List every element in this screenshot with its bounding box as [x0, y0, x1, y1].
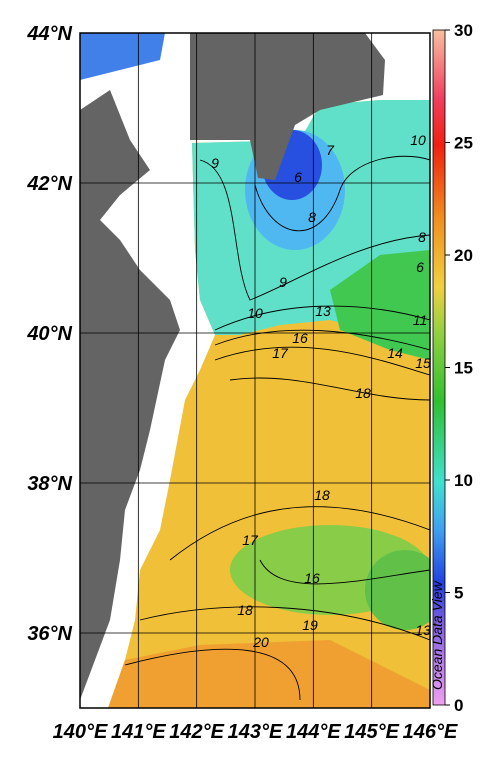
contour-label: 13: [415, 622, 431, 638]
colorbar-label: 25: [454, 134, 473, 153]
contour-label: 8: [308, 209, 316, 225]
contour-label: 8: [418, 229, 426, 245]
colorbar-label: 5: [454, 584, 463, 603]
contour-label: 11: [413, 312, 428, 328]
lat-tick-label: 42°N: [26, 173, 72, 195]
colorbar-label: 10: [454, 471, 473, 490]
lon-tick-label: 140°E: [53, 721, 108, 743]
contour-label: 10: [247, 305, 263, 321]
colorbar-label: 0: [454, 696, 463, 715]
contour-line: [169, 506, 430, 561]
lon-tick-label: 142°E: [169, 721, 224, 743]
contour-label: 17: [272, 345, 289, 361]
contour-label: 17: [242, 532, 259, 548]
contour-label: 16: [304, 570, 320, 586]
contour-label: 9: [211, 155, 219, 171]
contour-line: [214, 346, 430, 376]
colorbar-label: 20: [454, 246, 473, 265]
lon-tick-label: 143°E: [228, 721, 283, 743]
lat-tick-label: 38°N: [27, 473, 72, 495]
watermark: Ocean Data View: [429, 580, 445, 690]
contour-label: 13: [315, 303, 331, 319]
contour-label: 9: [279, 274, 287, 290]
lon-tick-label: 146°E: [403, 721, 458, 743]
colorbar-label: 30: [454, 21, 473, 40]
green-south-east: [365, 550, 430, 630]
colorbar-label: 15: [454, 359, 473, 378]
lat-tick-label: 36°N: [27, 623, 72, 645]
contour-line: [254, 155, 430, 232]
contour-line: [139, 606, 430, 641]
contour-line: [199, 159, 430, 301]
contour-label: 16: [292, 330, 308, 346]
contour-label: 7: [326, 142, 335, 158]
land-honshu: [80, 90, 180, 700]
contour-label: 10: [410, 132, 426, 148]
contour-label: 6: [294, 169, 302, 185]
contour-label: 6: [416, 259, 424, 275]
contour-line: [124, 648, 301, 701]
sea-of-japan: [80, 33, 165, 80]
contour-label: 18: [314, 487, 330, 503]
contour-label: 18: [237, 602, 253, 618]
land-hokkaido: [190, 33, 385, 180]
lat-tick-label: 40°N: [26, 323, 72, 345]
lon-tick-label: 144°E: [286, 721, 341, 743]
lon-tick-label: 141°E: [111, 721, 166, 743]
contour-label: 14: [387, 345, 403, 361]
contour-label: 19: [302, 617, 318, 633]
map-field: [80, 33, 430, 708]
lat-tick-label: 44°N: [26, 23, 72, 45]
contour-line: [259, 559, 430, 585]
contour-label: 18: [355, 385, 371, 401]
contour-line: [214, 329, 430, 351]
warm-water: [108, 640, 430, 708]
green-east: [330, 250, 430, 360]
lon-tick-label: 145°E: [344, 721, 399, 743]
contour-line: [214, 305, 430, 331]
contour-label: 20: [252, 634, 269, 650]
contour-label: 15: [415, 355, 431, 371]
